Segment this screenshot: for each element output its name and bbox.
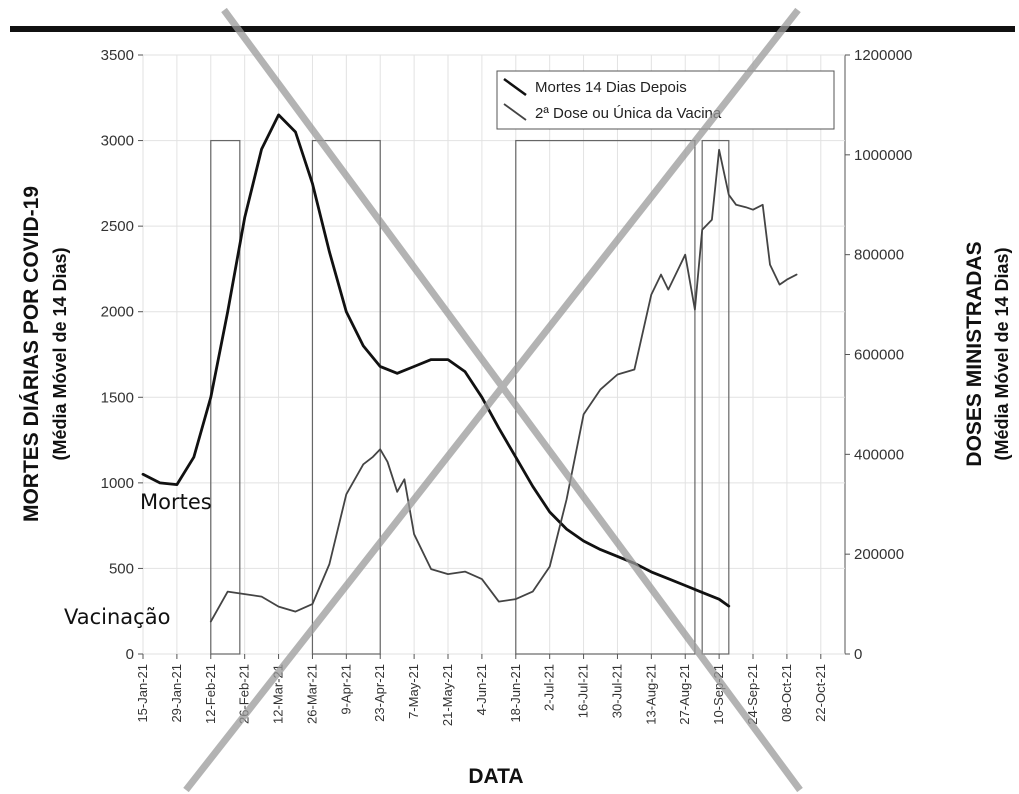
y-axis-right-subtitle: (Média Móvel de 14 Dias) bbox=[992, 247, 1012, 460]
x-tick-label: 9-Apr-21 bbox=[338, 664, 353, 715]
y-axis-left-subtitle: (Média Móvel de 14 Dias) bbox=[50, 247, 70, 460]
x-tick-label: 16-Jul-21 bbox=[576, 664, 591, 718]
series-line-vacina bbox=[209, 148, 798, 623]
y-axis-right-ticks: 0 200000 400000 600000 800000 1000000 1200000 bbox=[845, 47, 912, 663]
y-left-tick-label: 2500 bbox=[101, 218, 134, 235]
y-right-tick-label: 800000 bbox=[854, 247, 904, 264]
x-tick-label: 30-Jul-21 bbox=[609, 664, 624, 718]
y-left-tick-label: 0 bbox=[126, 646, 134, 663]
y-left-tick-label: 2000 bbox=[101, 304, 134, 321]
x-tick-label: 24-Sep-21 bbox=[745, 664, 760, 725]
y-axis-right-title: DOSES MINISTRADAS bbox=[963, 241, 986, 466]
x-tick-label: 27-Aug-21 bbox=[677, 664, 692, 725]
x-tick-label: 15-Jan-21 bbox=[135, 664, 150, 723]
legend-item-vacina: 2ª Dose ou Única da Vacina bbox=[535, 105, 722, 122]
y-left-tick-label: 3000 bbox=[101, 133, 134, 150]
x-tick-label: 12-Feb-21 bbox=[203, 664, 218, 724]
x-tick-label: 18-Jun-21 bbox=[508, 664, 523, 723]
x-tick-label: 4-Jun-21 bbox=[474, 664, 489, 715]
x-tick-label: 08-Oct-21 bbox=[779, 664, 794, 722]
cross-out-mark bbox=[183, 7, 803, 793]
x-axis-title: DATA bbox=[468, 765, 523, 788]
y-left-tick-label: 1000 bbox=[101, 475, 134, 492]
y-right-tick-label: 200000 bbox=[854, 546, 904, 563]
y-right-tick-label: 1000000 bbox=[854, 147, 912, 164]
y-left-tick-label: 500 bbox=[109, 560, 134, 577]
x-tick-label: 22-Oct-21 bbox=[813, 664, 828, 722]
y-right-tick-label: 600000 bbox=[854, 347, 904, 364]
x-tick-label: 21-May-21 bbox=[440, 664, 455, 726]
x-tick-label: 26-Mar-21 bbox=[304, 664, 319, 724]
x-tick-label: 13-Aug-21 bbox=[643, 664, 658, 725]
y-left-tick-label: 1500 bbox=[101, 389, 134, 406]
top-rule bbox=[10, 26, 1015, 32]
annotation-vacinacao: Vacinação bbox=[64, 605, 170, 629]
legend: Mortes 14 Dias Depois 2ª Dose ou Única d… bbox=[496, 70, 835, 130]
period-rect bbox=[701, 139, 730, 655]
y-left-tick-label: 3500 bbox=[101, 47, 134, 64]
period-rect bbox=[515, 139, 696, 655]
legend-item-mortes: Mortes 14 Dias Depois bbox=[535, 79, 687, 96]
y-right-tick-label: 400000 bbox=[854, 446, 904, 463]
y-axis-left-title: MORTES DIÁRIAS POR COVID-19 bbox=[20, 186, 43, 522]
y-right-tick-label: 1200000 bbox=[854, 47, 912, 64]
shaded-periods bbox=[210, 139, 730, 655]
y-right-tick-label: 0 bbox=[854, 646, 862, 663]
annotation-mortes: Mortes bbox=[140, 490, 212, 514]
legend-box bbox=[496, 70, 835, 130]
x-tick-label: 29-Jan-21 bbox=[169, 664, 184, 723]
x-tick-label: 7-May-21 bbox=[406, 664, 421, 719]
x-tick-label: 2-Jul-21 bbox=[542, 664, 557, 711]
legend-swatch-mortes bbox=[503, 77, 527, 97]
x-tick-label: 23-Apr-21 bbox=[372, 664, 387, 722]
y-axis-left-ticks: 0 500 1000 1500 2000 2500 3000 3500 bbox=[101, 47, 143, 663]
legend-swatch-vacina bbox=[503, 103, 527, 121]
plot-frame bbox=[142, 54, 846, 655]
